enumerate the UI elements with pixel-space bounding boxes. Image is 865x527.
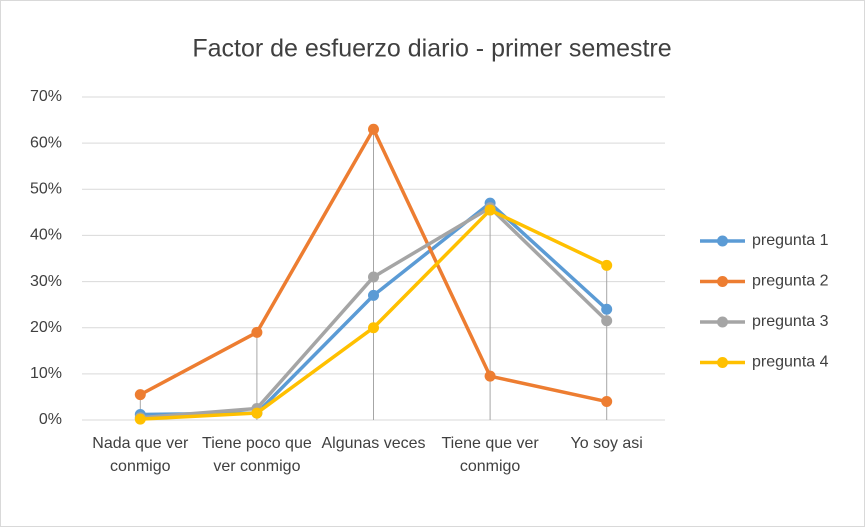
x-tick-label: Algunas veces	[321, 435, 426, 452]
y-tick-label: 50%	[30, 181, 62, 198]
y-tick-label: 10%	[30, 365, 62, 382]
x-tick-label: Nada que ver conmigo	[92, 435, 189, 475]
data-point	[484, 204, 496, 216]
y-tick-label: 70%	[30, 88, 62, 105]
x-tick-label: Yo soy asi	[570, 435, 643, 452]
y-tick-label: 0%	[39, 411, 62, 428]
data-point	[368, 271, 379, 283]
legend-label: pregunta 1	[752, 232, 829, 249]
legend-label: pregunta 2	[752, 273, 829, 290]
data-point	[484, 370, 496, 382]
legend-marker	[717, 316, 728, 328]
data-point	[601, 259, 613, 271]
data-point	[134, 413, 146, 425]
data-point	[601, 303, 613, 315]
legend-marker	[717, 235, 728, 247]
data-point	[251, 326, 263, 338]
y-tick-label: 30%	[30, 273, 62, 290]
data-point	[368, 322, 379, 334]
data-point	[251, 407, 263, 419]
data-point	[601, 315, 613, 327]
data-point	[368, 123, 379, 135]
data-point	[368, 289, 379, 301]
legend-marker	[717, 357, 728, 368]
legend-label: pregunta 4	[752, 354, 829, 371]
data-point	[134, 389, 146, 401]
x-tick-label: Tiene que ver conmigo	[441, 435, 539, 475]
chart-title: Factor de esfuerzo diario - primer semes…	[192, 35, 671, 63]
y-tick-label: 20%	[30, 319, 62, 336]
y-tick-label: 60%	[30, 134, 62, 151]
y-tick-label: 40%	[30, 227, 62, 244]
x-tick-label: Tiene poco que ver conmigo	[202, 435, 312, 475]
legend-marker	[717, 276, 728, 287]
data-point	[601, 396, 613, 408]
legend-label: pregunta 3	[752, 313, 829, 330]
